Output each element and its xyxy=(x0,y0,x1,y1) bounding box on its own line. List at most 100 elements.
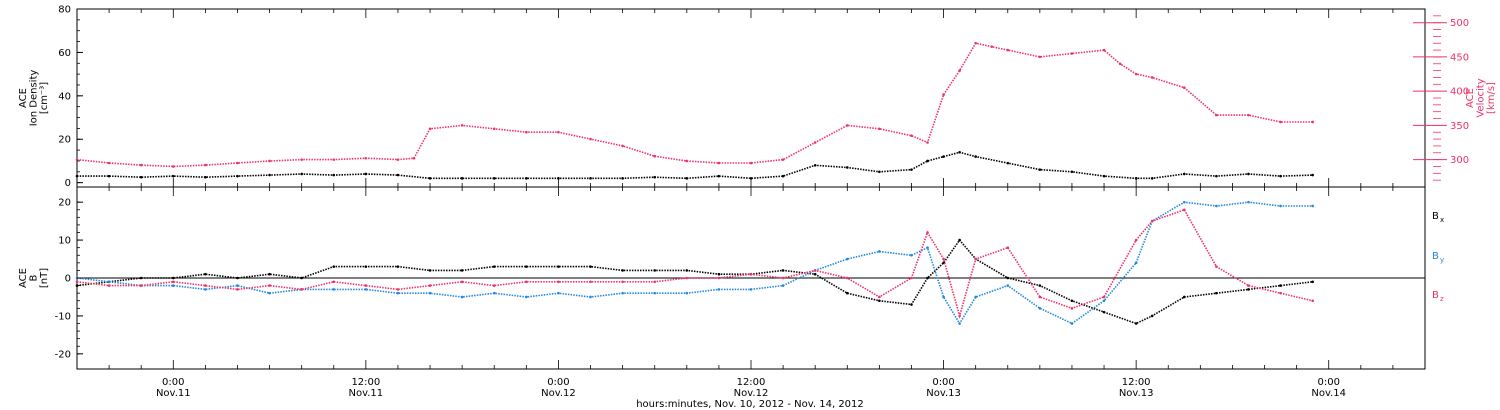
point-bx-31 xyxy=(1006,276,1010,280)
point-by-15 xyxy=(557,291,560,295)
velocity-tick-label-3: 450 xyxy=(1450,52,1469,63)
point-bz-30 xyxy=(974,257,977,261)
point-density-27 xyxy=(926,159,929,163)
density-tick-label-2: 40 xyxy=(58,91,71,102)
point-by-27 xyxy=(926,246,929,249)
point-velocity-7 xyxy=(300,158,303,161)
point-bz-25 xyxy=(878,295,881,299)
point-bx-17 xyxy=(621,269,624,272)
point-by-10 xyxy=(396,291,400,295)
point-bx-9 xyxy=(364,265,368,268)
point-velocity-14 xyxy=(492,127,496,131)
point-bz-41 xyxy=(1311,299,1314,303)
density-tick-label-1: 20 xyxy=(58,135,71,146)
point-bz-38 xyxy=(1215,265,1218,268)
point-density-19 xyxy=(685,177,689,180)
point-by-39 xyxy=(1247,200,1250,204)
point-density-33 xyxy=(1070,170,1074,174)
point-velocity-6 xyxy=(268,159,271,163)
point-bz-18 xyxy=(653,280,657,284)
x-tick-time-3: 12:00 xyxy=(737,377,766,388)
point-by-33 xyxy=(1070,322,1074,325)
point-density-38 xyxy=(1215,174,1218,178)
point-velocity-39 xyxy=(1150,76,1154,79)
point-by-12 xyxy=(460,295,464,299)
point-density-18 xyxy=(653,175,657,179)
point-density-16 xyxy=(589,177,592,180)
velocity-axis-label-line-1: Velocity xyxy=(1476,78,1487,117)
x-axis-title: hours:minutes, Nov. 10, 2012 - Nov. 14, … xyxy=(636,399,864,410)
point-bx-7 xyxy=(300,276,303,280)
point-velocity-29 xyxy=(942,93,945,96)
point-density-34 xyxy=(1102,174,1106,178)
velocity-tick-label-2: 400 xyxy=(1450,87,1469,98)
point-by-16 xyxy=(589,295,592,299)
point-bz-11 xyxy=(428,284,432,287)
point-bz-0 xyxy=(75,280,79,284)
point-density-32 xyxy=(1038,168,1042,171)
point-velocity-17 xyxy=(589,137,592,141)
point-velocity-35 xyxy=(1070,52,1074,55)
legend-main-1: B xyxy=(1432,251,1439,262)
x-tick-time-5: 12:00 xyxy=(1122,377,1151,388)
point-bz-16 xyxy=(589,280,592,284)
series-line-bx xyxy=(76,238,1313,325)
x-tick-time-1: 12:00 xyxy=(351,377,380,388)
point-density-24 xyxy=(845,166,849,169)
labels-layer: 020406080300350400450500-20-10010200:00N… xyxy=(18,5,1497,400)
point-bx-10 xyxy=(396,265,400,268)
x-tick-time-6: 0:00 xyxy=(1317,377,1339,388)
point-velocity-16 xyxy=(557,130,560,134)
legend-sub-0: x xyxy=(1440,216,1444,224)
point-bz-2 xyxy=(139,284,143,287)
point-bx-34 xyxy=(1102,310,1106,314)
point-velocity-19 xyxy=(653,154,657,158)
legend-sub-1: y xyxy=(1440,256,1444,264)
point-by-34 xyxy=(1102,299,1106,303)
point-bz-39 xyxy=(1247,284,1250,287)
point-bx-27 xyxy=(926,276,929,280)
x-tick-date-1: Nov.11 xyxy=(349,388,384,399)
point-by-35 xyxy=(1134,261,1138,265)
density-axis-label: ACE Ion Density [cm⁻³] xyxy=(18,70,50,127)
point-density-8 xyxy=(332,173,336,177)
point-velocity-4 xyxy=(204,163,207,167)
point-bz-7 xyxy=(300,288,303,291)
point-bx-36 xyxy=(1150,314,1154,318)
b-axis-label-line-2: [nT] xyxy=(39,268,50,288)
point-density-36 xyxy=(1150,177,1154,180)
point-density-7 xyxy=(300,172,303,176)
point-by-18 xyxy=(653,291,657,295)
point-by-21 xyxy=(749,288,753,291)
point-bx-40 xyxy=(1279,284,1282,287)
point-velocity-13 xyxy=(460,124,464,127)
point-velocity-22 xyxy=(749,161,753,165)
point-bx-8 xyxy=(332,265,336,268)
x-tick-date-5: Nov.13 xyxy=(1119,388,1154,399)
point-density-0 xyxy=(75,174,79,178)
point-velocity-42 xyxy=(1247,113,1250,117)
point-density-23 xyxy=(813,163,817,167)
point-bx-37 xyxy=(1182,295,1186,299)
point-by-26 xyxy=(910,253,913,257)
series-density xyxy=(75,150,1314,180)
x-tick-date-6: Nov.14 xyxy=(1311,388,1346,399)
point-bz-8 xyxy=(332,280,336,284)
velocity-tick-label-0: 300 xyxy=(1450,155,1469,166)
legend-main-0: B xyxy=(1432,211,1439,222)
point-bx-20 xyxy=(717,272,721,276)
point-bz-32 xyxy=(1038,295,1042,299)
point-by-8 xyxy=(332,288,336,291)
legend-sub-2: z xyxy=(1440,295,1444,303)
point-velocity-33 xyxy=(1006,48,1010,52)
point-by-32 xyxy=(1038,307,1042,310)
ticks-layer xyxy=(76,8,1447,369)
series-line-bz xyxy=(76,208,1313,319)
point-by-28 xyxy=(942,295,945,299)
point-velocity-2 xyxy=(139,163,143,167)
point-bx-11 xyxy=(428,269,432,272)
point-bx-23 xyxy=(813,272,817,276)
point-density-22 xyxy=(781,174,785,178)
